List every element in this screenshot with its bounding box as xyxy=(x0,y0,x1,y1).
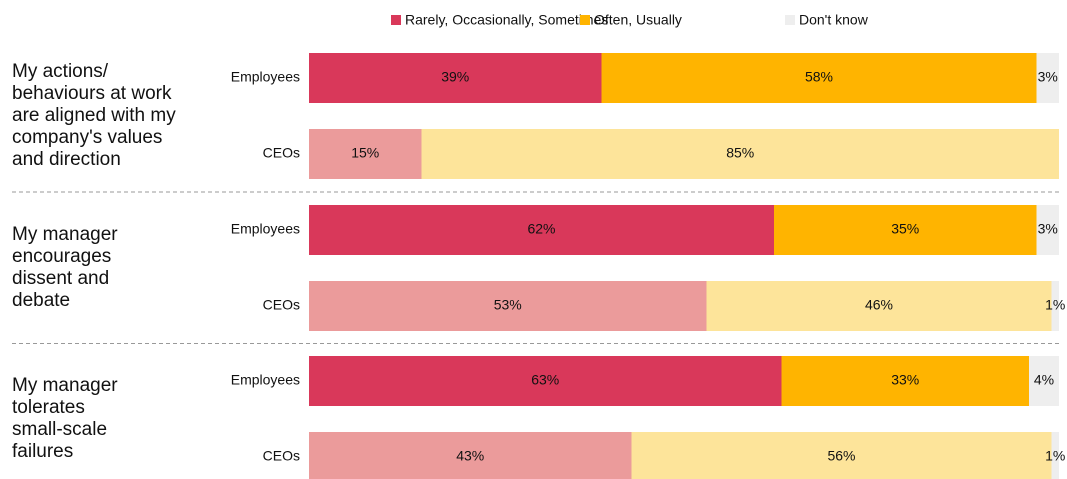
bar-segment xyxy=(1051,281,1059,331)
value-label: 1% xyxy=(1045,297,1065,313)
bar-segment xyxy=(706,281,1052,331)
bar-segment xyxy=(421,129,1059,179)
legend-swatch xyxy=(785,15,795,25)
row-label: Employees xyxy=(231,372,300,388)
bar-segment xyxy=(631,432,1052,479)
bar-segment xyxy=(309,356,782,406)
bar-segment xyxy=(309,53,602,103)
value-label: 43% xyxy=(456,448,484,464)
value-label: 46% xyxy=(865,297,893,313)
row-label: CEOs xyxy=(263,297,300,313)
legend-label: Don't know xyxy=(799,12,869,28)
bar-segment xyxy=(309,281,707,331)
value-label: 3% xyxy=(1038,69,1058,85)
value-label: 85% xyxy=(726,145,754,161)
bar-segment xyxy=(1036,53,1059,103)
legend-swatch xyxy=(580,15,590,25)
row-label: CEOs xyxy=(263,448,300,464)
value-label: 3% xyxy=(1038,221,1058,237)
value-label: 35% xyxy=(891,221,919,237)
bar-segment xyxy=(781,356,1029,406)
bar-segment xyxy=(774,205,1037,255)
row-label: CEOs xyxy=(263,145,300,161)
value-label: 39% xyxy=(441,69,469,85)
row-label: Employees xyxy=(231,69,300,85)
group-label: My manager tolerates small-scale failure… xyxy=(12,375,118,462)
bar-segment xyxy=(1036,205,1059,255)
row-label: Employees xyxy=(231,221,300,237)
bar-segment xyxy=(1029,356,1059,406)
bar-segment xyxy=(601,53,1037,103)
value-label: 56% xyxy=(827,448,855,464)
value-label: 63% xyxy=(531,372,559,388)
legend-swatch xyxy=(391,15,401,25)
bar-segment xyxy=(1051,432,1059,479)
value-label: 15% xyxy=(351,145,379,161)
value-label: 33% xyxy=(891,372,919,388)
legend-label: Often, Usually xyxy=(594,12,682,28)
value-label: 4% xyxy=(1034,372,1054,388)
bar-segment xyxy=(309,432,632,479)
legend-label: Rarely, Occasionally, Sometimes xyxy=(405,12,608,28)
value-label: 62% xyxy=(527,221,555,237)
group-label: My actions/ behaviours at work are align… xyxy=(12,61,176,170)
bar-segment xyxy=(309,129,422,179)
bar-segment xyxy=(309,205,774,255)
value-label: 53% xyxy=(494,297,522,313)
value-label: 58% xyxy=(805,69,833,85)
value-label: 1% xyxy=(1045,448,1065,464)
group-label: My manager encourages dissent and debate xyxy=(12,224,118,311)
